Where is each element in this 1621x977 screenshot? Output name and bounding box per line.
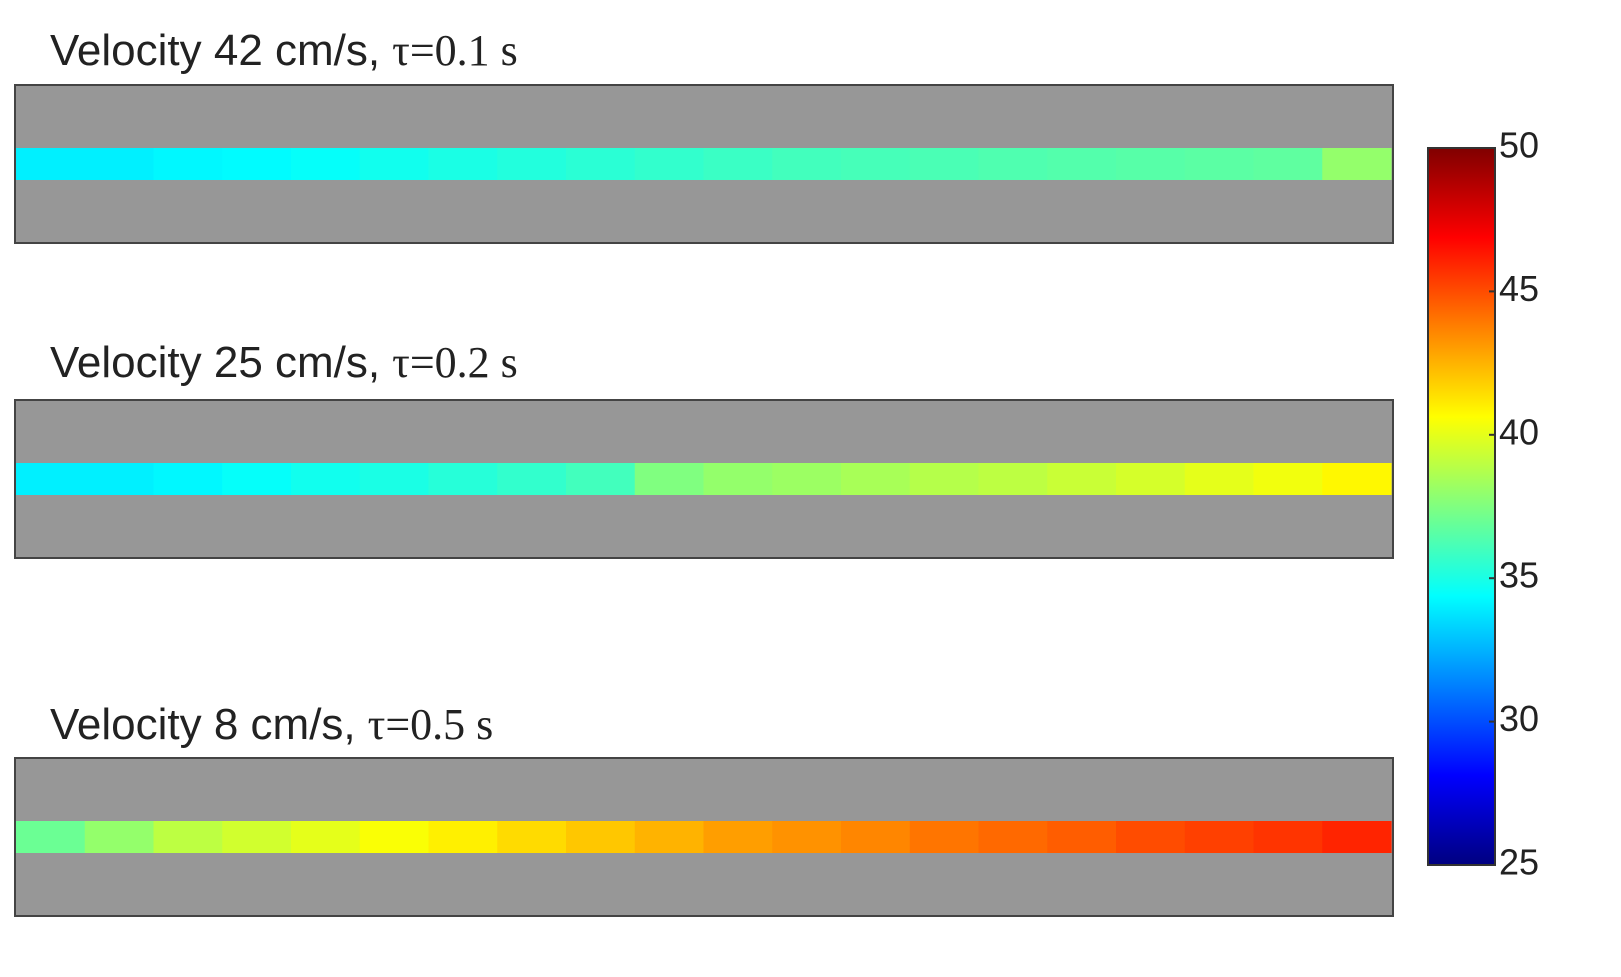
- strip-segment: [497, 821, 567, 853]
- strip-segment: [359, 463, 430, 495]
- strip-segment: [978, 463, 1048, 495]
- strip-segment: [1184, 821, 1255, 853]
- strip-segment: [497, 463, 567, 495]
- panel-title: Velocity 25 cm/s, τ=0.2 s: [50, 338, 518, 387]
- strip-segment: [703, 821, 773, 853]
- tick-label: 40: [1499, 411, 1539, 452]
- strip-segment: [772, 148, 842, 180]
- strip-segment: [566, 821, 636, 853]
- title-label: Velocity 25 cm/s,: [50, 338, 380, 387]
- strip-segment: [1184, 148, 1255, 180]
- strip-segment: [1253, 148, 1323, 180]
- panel-title: Velocity 8 cm/s, τ=0.5 s: [50, 700, 493, 749]
- strip-segment: [703, 148, 773, 180]
- tick-label: 25: [1499, 842, 1539, 883]
- strip-segment: [1322, 821, 1392, 853]
- strip-segment: [16, 463, 86, 495]
- strip-segment: [841, 463, 911, 495]
- strip-segment: [428, 821, 498, 853]
- strip-segment: [634, 148, 705, 180]
- colorbar: [1427, 147, 1496, 866]
- strip-segment: [291, 821, 361, 853]
- strip-segment: [153, 821, 223, 853]
- strip-segment: [566, 148, 636, 180]
- tick-label: 30: [1499, 698, 1539, 739]
- strip-segment: [1184, 463, 1255, 495]
- strip-segment: [497, 148, 567, 180]
- tick-label: 45: [1499, 268, 1539, 309]
- strip-segment: [772, 821, 842, 853]
- strip-segment: [909, 821, 980, 853]
- strip-segment: [772, 463, 842, 495]
- strip-segment: [153, 463, 223, 495]
- strip-segment: [703, 463, 773, 495]
- title-param: τ=0.2 s: [392, 338, 518, 387]
- strip-segment: [222, 148, 292, 180]
- strip-segment: [1047, 463, 1117, 495]
- strip-segment: [16, 821, 86, 853]
- strip-segment: [634, 821, 705, 853]
- strip-segment: [359, 148, 430, 180]
- strip-segment: [16, 148, 86, 180]
- strip-segment: [84, 463, 155, 495]
- strip-segment: [1047, 148, 1117, 180]
- strip-segment: [291, 463, 361, 495]
- strip-segment: [978, 821, 1048, 853]
- strip-segment: [84, 148, 155, 180]
- strip-segment: [222, 821, 292, 853]
- strip-segment: [1253, 821, 1323, 853]
- strip-segment: [1116, 821, 1186, 853]
- strip-segment: [841, 821, 911, 853]
- title-param: τ=0.5 s: [368, 700, 494, 749]
- strip-segment: [84, 821, 155, 853]
- strip-segment: [1116, 148, 1186, 180]
- strip-segment: [1253, 463, 1323, 495]
- strip-segment: [634, 463, 705, 495]
- strip-segment: [1322, 463, 1392, 495]
- strip-segment: [222, 463, 292, 495]
- strip-segment: [1116, 463, 1186, 495]
- panel-title: Velocity 42 cm/s, τ=0.1 s: [50, 26, 518, 75]
- strip-segment: [978, 148, 1048, 180]
- strip-segment: [909, 463, 980, 495]
- tick-label: 50: [1499, 125, 1539, 166]
- strip-segment: [1047, 821, 1117, 853]
- strip-segment: [1322, 148, 1392, 180]
- strip-segment: [841, 148, 911, 180]
- title-label: Velocity 8 cm/s,: [50, 700, 356, 749]
- title-label: Velocity 42 cm/s,: [50, 26, 380, 75]
- strip-segment: [153, 148, 223, 180]
- title-param: τ=0.1 s: [392, 26, 518, 75]
- strip-segment: [428, 463, 498, 495]
- strip-segment: [359, 821, 430, 853]
- strip-segment: [909, 148, 980, 180]
- tick-label: 35: [1499, 555, 1539, 596]
- strip-segment: [428, 148, 498, 180]
- strip-segment: [291, 148, 361, 180]
- strip-segment: [566, 463, 636, 495]
